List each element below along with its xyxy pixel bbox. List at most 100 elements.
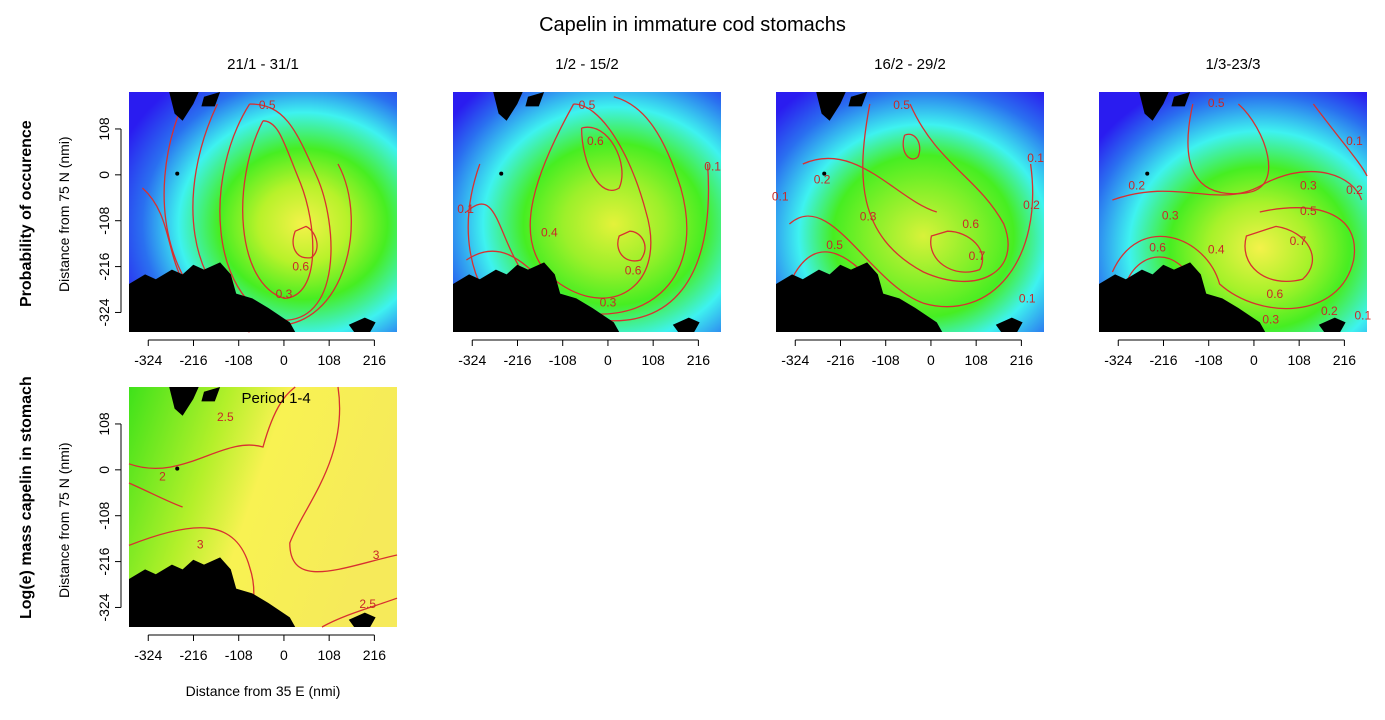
x-tick-label: -216 (179, 352, 207, 368)
heatmap-panel-1: 0.5 0.6 0.3 -324 -216 -108 0 108 216 108 0 -108 -216… (96, 92, 397, 368)
contour-line (1111, 207, 1356, 310)
contour-label: 0.5 (579, 98, 596, 112)
contour-label: 0.2 (814, 172, 831, 186)
contour-label: 0.1 (1019, 291, 1036, 305)
contour-line (292, 225, 318, 259)
contour-label: 0.5 (893, 98, 910, 112)
contour-label: 0.5 (826, 238, 843, 252)
mainland-coast (1099, 262, 1346, 332)
contour-label: 0.5 (259, 98, 276, 112)
y-tick-label: -108 (96, 501, 112, 529)
svalbard-land (169, 92, 221, 121)
contour-label: 0.6 (962, 217, 979, 231)
x-tick-label: 0 (280, 352, 288, 368)
contour-line (1244, 225, 1314, 282)
contour-label: 0.3 (860, 210, 877, 224)
contour-line (580, 126, 623, 191)
contour-line (862, 103, 1009, 282)
contour-label: 0.1 (1354, 308, 1371, 322)
bear-island-dot (175, 171, 180, 176)
x-tick-label: -108 (1195, 352, 1223, 368)
y-tick-label: 0 (96, 466, 112, 474)
contour-label: 0.2 (1023, 198, 1040, 212)
x-tick-label: 108 (317, 352, 341, 368)
contour-line (1187, 103, 1270, 195)
contour-line (321, 597, 398, 628)
x-tick-label: -216 (826, 352, 854, 368)
contour-line (128, 482, 183, 508)
x-tick-label: 216 (687, 352, 711, 368)
bear-island-dot (175, 466, 180, 471)
y-tick-label: 108 (96, 117, 112, 141)
svalbard-land (169, 387, 221, 416)
contour-label: 0.3 (600, 296, 617, 310)
contour-label: 0.1 (1027, 151, 1044, 165)
x-tick-label: -108 (549, 352, 577, 368)
x-tick-label: -216 (1149, 352, 1177, 368)
heatmap-panel-2: 0.5 0.6 0.4 0.6 0.3 0.1 0.1 -324 -216 -108 0 108 216 (453, 92, 721, 368)
contour-label: 0.1 (772, 189, 789, 203)
x-tick-label: 108 (1287, 352, 1311, 368)
bear-island-dot (1145, 171, 1150, 176)
svalbard-land (816, 92, 868, 121)
contour-label: 0.2 (1321, 304, 1338, 318)
x-tick-label: -324 (781, 352, 809, 368)
y-tick-label: -108 (96, 206, 112, 234)
bear-island-dot (499, 171, 504, 176)
contour-label: 0.3 (276, 287, 293, 301)
contour-line (617, 230, 646, 262)
contour-label: 0.1 (457, 202, 474, 216)
mainland-coast (129, 262, 376, 332)
contour-line (788, 163, 1034, 308)
svalbard-land (1139, 92, 1191, 121)
x-tick-label: -108 (225, 352, 253, 368)
contour-line (242, 120, 314, 300)
contour-label: 0.7 (969, 249, 986, 263)
y-tick-label: -216 (96, 547, 112, 575)
figure-title: Capelin in immature cod stomachs (539, 14, 846, 36)
contour-label: 0.3 (1262, 313, 1279, 327)
x-tick-label: 216 (363, 647, 387, 663)
x-tick-label: 0 (1250, 352, 1258, 368)
x-tick-label: -324 (134, 352, 162, 368)
x-tick-label: -216 (179, 647, 207, 663)
x-tick-label: 216 (1333, 352, 1357, 368)
contour-label: 0.4 (541, 225, 558, 239)
period-annotation: Period 1-4 (242, 390, 311, 407)
contour-line (1312, 103, 1368, 177)
panel-title-2: 1/2 - 15/2 (555, 56, 619, 73)
heatmap-panel-5: 2.5 2 3 3 2.5 -324 -216 -108 0 108 216 108 0 -108 -216… (96, 386, 398, 663)
contour-label: 0.6 (625, 264, 642, 278)
x-tick-label: -324 (1104, 352, 1132, 368)
x-tick-label: -324 (458, 352, 486, 368)
contour-label: 0.3 (1300, 179, 1317, 193)
contour-line (930, 230, 984, 273)
contour-line (802, 157, 937, 213)
mainland-coast (453, 262, 700, 332)
x-tick-label: 216 (1010, 352, 1034, 368)
x-tick-label: 108 (317, 647, 341, 663)
contour-label: 0.2 (1346, 183, 1363, 197)
panel-title-1: 21/1 - 31/1 (227, 56, 299, 73)
contour-line (1112, 170, 1363, 201)
svalbard-land (493, 92, 545, 121)
heatmap-panel-4: 0.5 0.1 0.2 0.3 0.2 0.3 0.5 0.6 0.4 0.7 0.6 0.2 0.3 0… (1099, 92, 1371, 368)
x-tick-label: 0 (927, 352, 935, 368)
contour-label: 0.6 (292, 259, 309, 273)
contour-label: 0.6 (1267, 287, 1284, 301)
y-tick-label: -216 (96, 252, 112, 280)
contour-label: 0.2 (1128, 179, 1145, 193)
contour-line (128, 386, 296, 470)
panel-title-3: 16/2 - 29/2 (874, 56, 946, 73)
x-tick-label: -108 (225, 647, 253, 663)
contour-label: 0.1 (704, 160, 721, 174)
contour-label: 3 (373, 548, 380, 562)
contour-line (219, 103, 332, 321)
x-tick-label: -324 (134, 647, 162, 663)
contour-line (902, 133, 921, 160)
y-tick-label: 108 (96, 412, 112, 436)
contour-line (529, 103, 652, 299)
contour-label: 0.6 (587, 134, 604, 148)
contour-label: 0.5 (1208, 96, 1225, 110)
